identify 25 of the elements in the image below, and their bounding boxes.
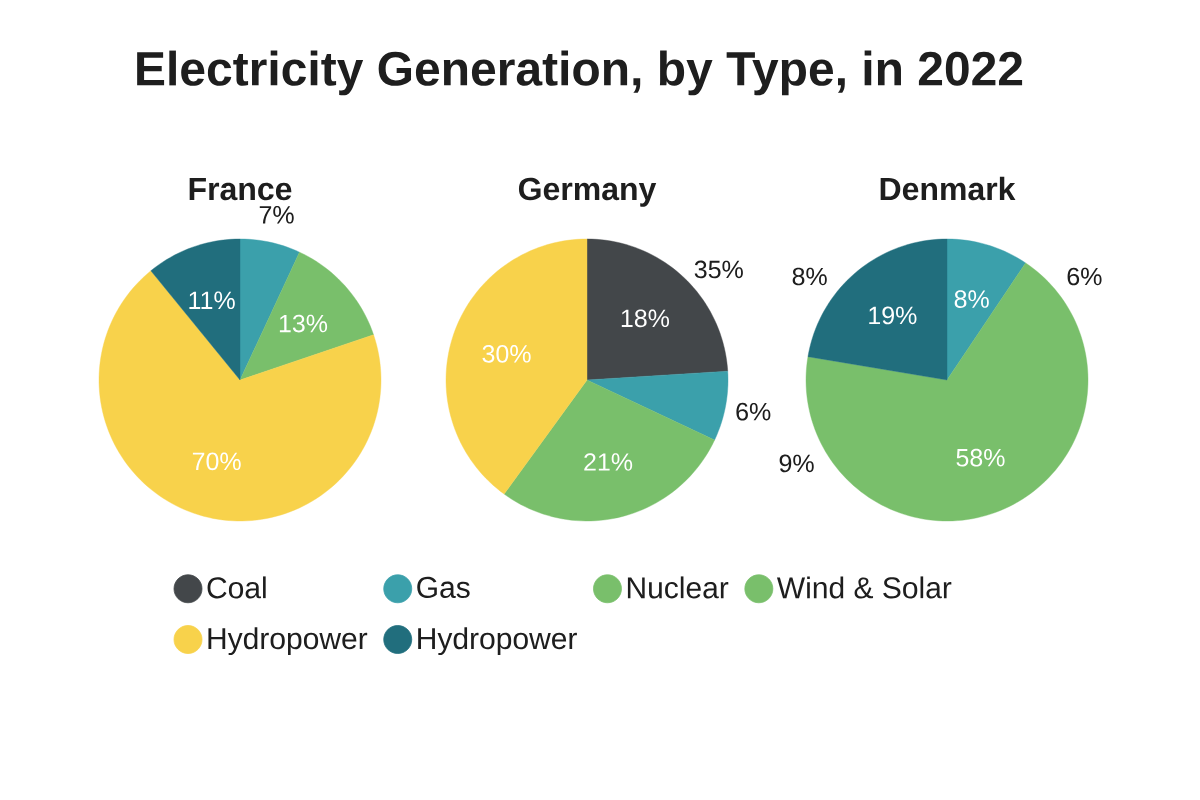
- text: 35%: [694, 260, 743, 279]
- text: 8%: [792, 267, 827, 286]
- data-label: 58%: [956, 448, 1005, 467]
- text: 9%: [779, 454, 814, 473]
- slice-label: France: [189, 177, 292, 201]
- legend-label: Coal: [207, 576, 266, 599]
- data-label: 6%: [736, 402, 771, 421]
- data-label: 30%: [482, 345, 531, 363]
- chart-title: Electricity Generation, by Type, in 2022: [137, 50, 1023, 96]
- data-label: 13%: [279, 314, 328, 333]
- data-label: 18%: [621, 309, 670, 328]
- slice-label: Denmark: [880, 176, 1016, 201]
- legend-label: Nuclear: [627, 576, 729, 599]
- legend-label: Wind & Solar: [776, 576, 952, 599]
- legend-label: Hydropower: [418, 627, 577, 656]
- data-label: 11%: [189, 291, 235, 310]
- data-label: 8%: [954, 290, 989, 308]
- legend-label: Hydropower: [208, 627, 368, 656]
- text: 6%: [1067, 267, 1102, 286]
- data-label: 70%: [192, 452, 241, 471]
- legend-label: Gas: [417, 576, 470, 599]
- data-label: 19%: [869, 306, 917, 325]
- slice-label: Germany: [518, 177, 657, 207]
- data-label: 21%: [584, 453, 633, 471]
- data-label: 7%: [259, 206, 294, 224]
